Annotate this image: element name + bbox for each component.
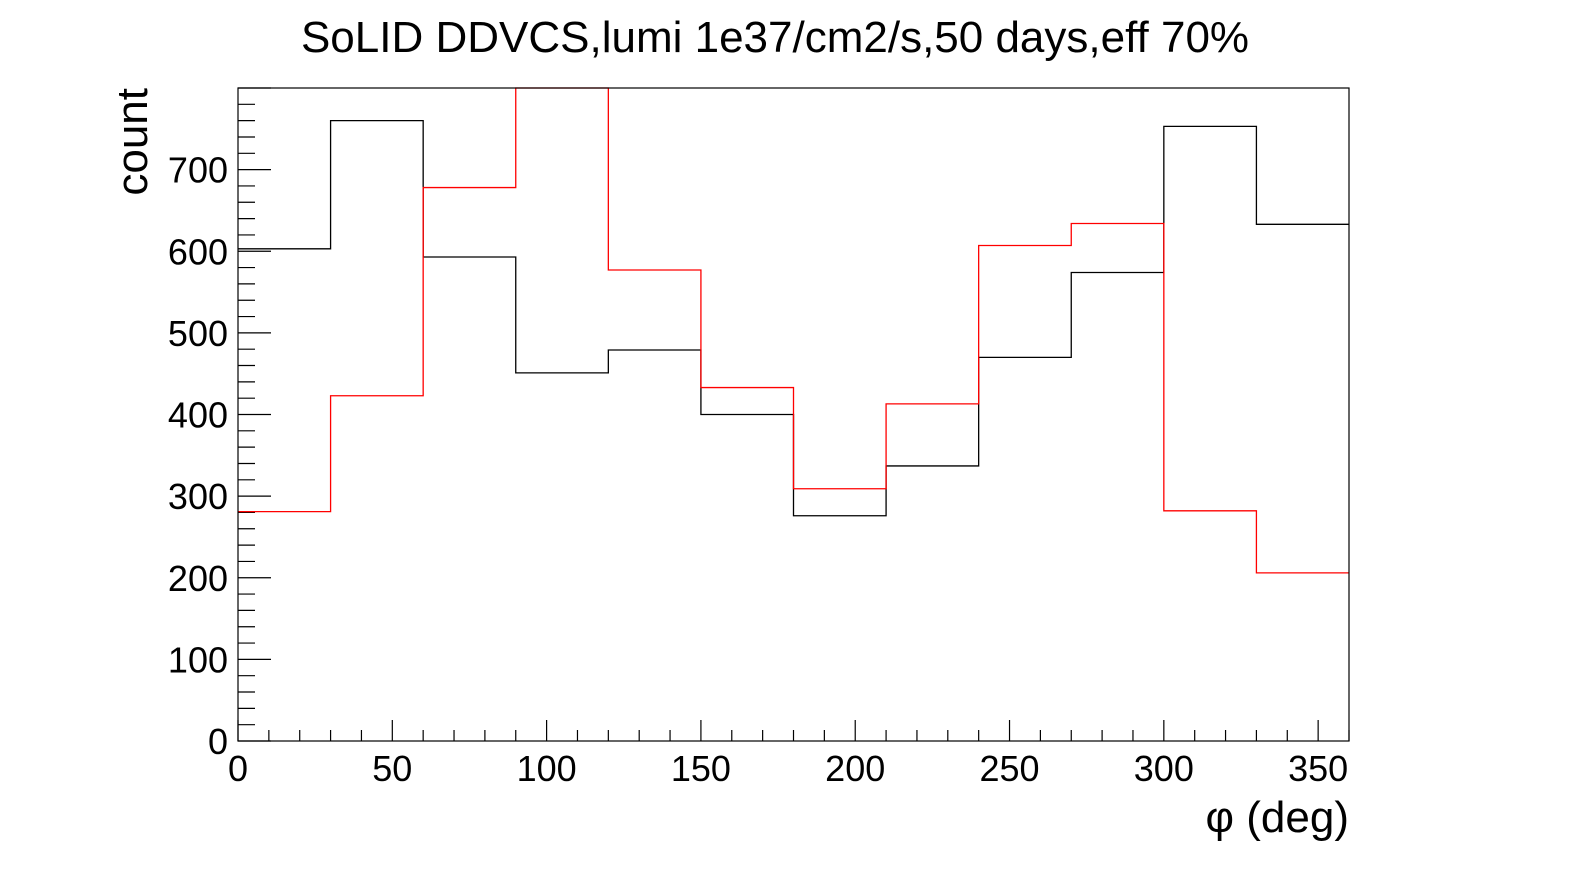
y-tick-label: 200 — [168, 558, 228, 599]
plot-frame — [237, 87, 1350, 742]
histogram-series — [238, 87, 1349, 574]
x-tick-label: 200 — [825, 748, 885, 789]
tick-labels: 0 50 100 150 200 250 300 350 0 100 200 300 400 500 600… — [168, 150, 1348, 789]
x-tick-label: 100 — [517, 748, 577, 789]
y-tick-label: 500 — [168, 313, 228, 354]
x-tick-label: 0 — [228, 748, 248, 789]
x-tick-label: 50 — [372, 748, 412, 789]
x-tick-label: 150 — [671, 748, 731, 789]
x-tick-label: 250 — [979, 748, 1039, 789]
y-tick-label: 300 — [168, 476, 228, 517]
y-tick-label: 0 — [208, 721, 228, 762]
chart-title: SoLID DDVCS,lumi 1e37/cm2/s,50 days,eff … — [301, 13, 1249, 62]
y-tick-label: 600 — [168, 231, 228, 272]
x-axis-label: φ (deg) — [1206, 793, 1349, 842]
y-tick-label: 400 — [168, 395, 228, 436]
y-tick-label: 100 — [168, 639, 228, 680]
x-tick-label: 350 — [1288, 748, 1348, 789]
x-tick-label: 300 — [1134, 748, 1194, 789]
y-axis-label: count — [108, 88, 157, 196]
y-tick-label: 700 — [168, 150, 228, 191]
histogram-series-2 — [238, 87, 1349, 574]
